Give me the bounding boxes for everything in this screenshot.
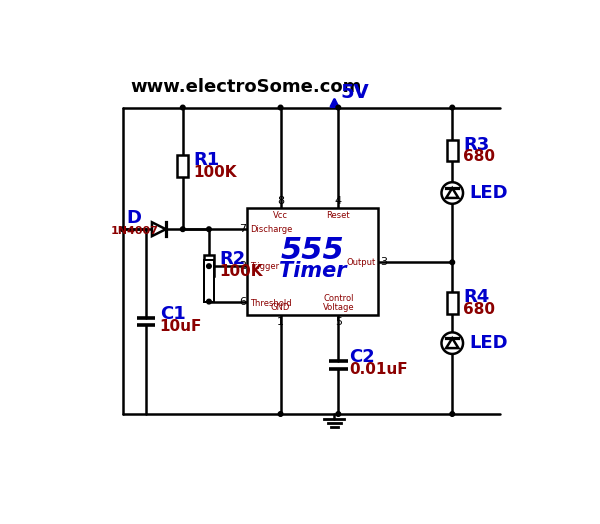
Text: 3: 3 — [380, 257, 387, 267]
Text: R1: R1 — [194, 151, 220, 169]
Bar — [447, 140, 458, 161]
Text: R2: R2 — [220, 250, 246, 268]
Text: 4: 4 — [335, 196, 342, 206]
Text: 5: 5 — [335, 317, 342, 327]
Circle shape — [181, 227, 185, 232]
Text: 10uF: 10uF — [160, 319, 202, 334]
Text: 5V: 5V — [341, 83, 370, 102]
Circle shape — [450, 260, 455, 265]
Text: 100K: 100K — [194, 165, 237, 180]
Text: D: D — [127, 210, 142, 227]
Polygon shape — [446, 338, 458, 348]
Circle shape — [336, 105, 341, 110]
Bar — [203, 255, 214, 276]
Text: LED: LED — [469, 184, 508, 202]
Bar — [447, 292, 458, 314]
Text: 6: 6 — [239, 297, 246, 307]
Circle shape — [121, 227, 125, 232]
Text: R3: R3 — [463, 136, 489, 154]
Circle shape — [206, 227, 211, 232]
Text: 2: 2 — [239, 261, 246, 271]
Circle shape — [206, 264, 211, 268]
Circle shape — [278, 412, 283, 416]
Text: 1: 1 — [277, 317, 284, 327]
Circle shape — [450, 412, 455, 416]
Bar — [178, 155, 188, 177]
Circle shape — [278, 105, 283, 110]
Circle shape — [336, 412, 341, 416]
Text: 100K: 100K — [220, 264, 263, 279]
Text: 8: 8 — [277, 196, 284, 206]
Polygon shape — [446, 188, 458, 198]
Text: Reset: Reset — [326, 212, 350, 221]
Text: C2: C2 — [349, 348, 375, 366]
Text: R4: R4 — [463, 288, 489, 306]
Text: LED: LED — [469, 334, 508, 352]
Text: www.electroSome.com: www.electroSome.com — [130, 78, 362, 95]
Text: 555: 555 — [281, 236, 345, 265]
Circle shape — [181, 105, 185, 110]
Text: C1: C1 — [160, 305, 185, 323]
Circle shape — [450, 105, 455, 110]
Text: Trigger: Trigger — [251, 261, 280, 271]
Text: Timer: Timer — [279, 261, 347, 281]
Text: 0.01uF: 0.01uF — [349, 362, 408, 377]
Text: Output: Output — [346, 258, 375, 267]
Circle shape — [442, 332, 463, 354]
Bar — [205, 260, 214, 302]
Circle shape — [442, 182, 463, 204]
Text: Discharge: Discharge — [251, 225, 293, 234]
Text: GND: GND — [271, 303, 290, 312]
Text: Threshold: Threshold — [251, 299, 292, 308]
Polygon shape — [152, 222, 166, 236]
Text: Control
Voltage: Control Voltage — [322, 294, 354, 312]
Text: 680: 680 — [463, 302, 495, 317]
Text: 7: 7 — [239, 224, 246, 234]
Bar — [247, 208, 379, 315]
Text: Vcc: Vcc — [273, 212, 288, 221]
Text: 680: 680 — [463, 149, 495, 165]
Text: 1N4007: 1N4007 — [110, 226, 158, 236]
Circle shape — [206, 299, 211, 304]
